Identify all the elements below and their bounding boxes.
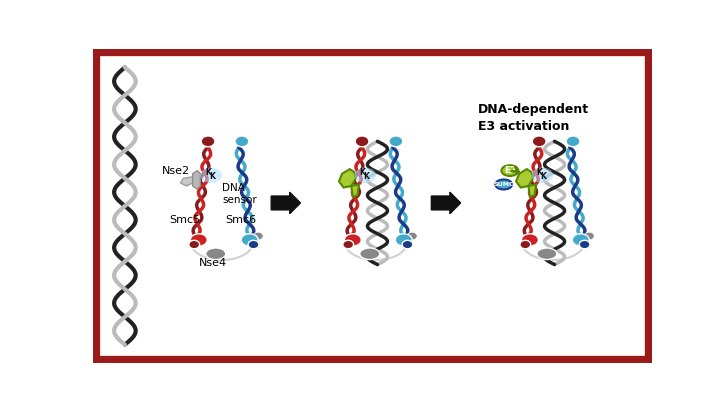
Polygon shape [180, 177, 192, 186]
Ellipse shape [235, 136, 249, 147]
Ellipse shape [537, 248, 557, 259]
Ellipse shape [402, 240, 413, 249]
Text: K: K [363, 172, 369, 181]
Ellipse shape [566, 136, 580, 147]
Ellipse shape [579, 240, 590, 249]
FancyArrow shape [431, 192, 460, 214]
Text: K: K [540, 172, 546, 181]
Text: K: K [209, 172, 215, 181]
Text: Smc5: Smc5 [169, 215, 200, 225]
Ellipse shape [360, 248, 380, 259]
Ellipse shape [241, 234, 258, 246]
Ellipse shape [389, 136, 403, 147]
Ellipse shape [355, 136, 369, 147]
Polygon shape [529, 184, 536, 197]
Ellipse shape [502, 165, 518, 176]
Text: SUMO: SUMO [493, 182, 515, 187]
FancyArrow shape [272, 192, 301, 214]
Ellipse shape [407, 232, 417, 240]
Polygon shape [192, 171, 200, 189]
Ellipse shape [521, 234, 539, 246]
Polygon shape [351, 184, 359, 197]
Text: DNA-dependent
E3 activation: DNA-dependent E3 activation [478, 103, 589, 133]
Text: E2: E2 [504, 166, 516, 175]
Ellipse shape [201, 136, 215, 147]
Ellipse shape [531, 168, 553, 183]
Text: Smc6: Smc6 [225, 215, 256, 225]
Ellipse shape [572, 234, 590, 246]
Ellipse shape [205, 248, 226, 259]
Text: K: K [205, 169, 211, 177]
Ellipse shape [248, 240, 259, 249]
Ellipse shape [343, 240, 354, 249]
Ellipse shape [344, 234, 362, 246]
Ellipse shape [532, 136, 546, 147]
Ellipse shape [520, 240, 531, 249]
Ellipse shape [584, 232, 594, 240]
Text: DNA
sensor: DNA sensor [222, 182, 257, 205]
Text: Nse2: Nse2 [162, 166, 190, 175]
Text: K: K [359, 169, 365, 177]
Ellipse shape [495, 180, 513, 189]
Ellipse shape [395, 234, 412, 246]
Ellipse shape [354, 168, 376, 183]
Polygon shape [339, 169, 356, 188]
Ellipse shape [189, 240, 200, 249]
Text: Nse4: Nse4 [199, 258, 227, 268]
Text: K: K [537, 169, 542, 177]
Ellipse shape [190, 234, 208, 246]
Ellipse shape [253, 232, 263, 240]
Polygon shape [516, 169, 533, 188]
Ellipse shape [200, 168, 222, 183]
